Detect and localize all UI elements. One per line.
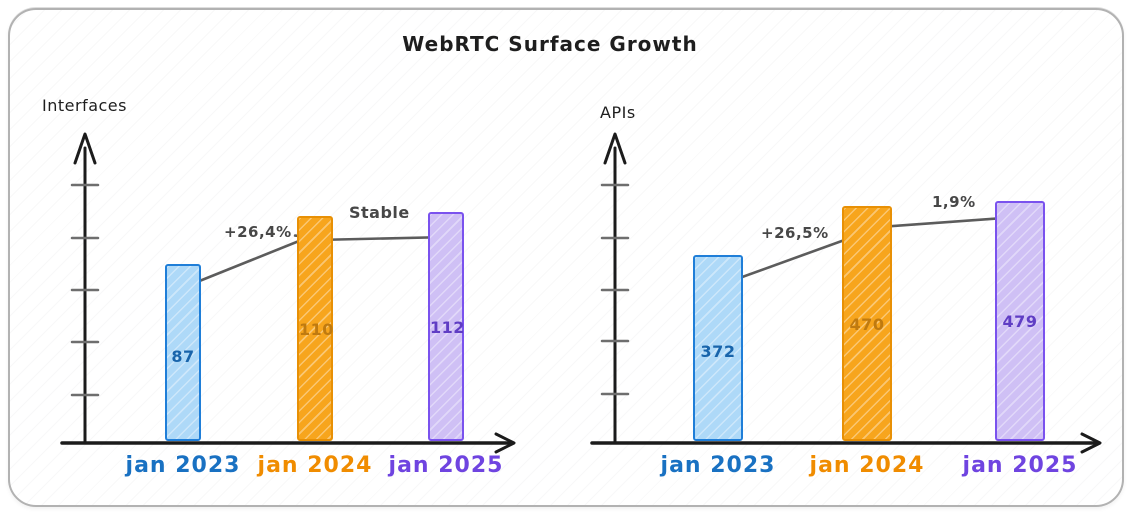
bar-value-label: 87: [171, 347, 195, 366]
x-axis-label-jan-2023: jan 2023: [125, 453, 241, 478]
bar-jan-2024: 470: [842, 206, 892, 441]
annotation-growth-left: +26,4%: [224, 223, 292, 241]
bar-value-label: 470: [849, 315, 885, 334]
x-axis-label-jan-2025: jan 2025: [388, 453, 504, 478]
bar-jan-2025: 479: [995, 201, 1045, 441]
x-axis-label-jan-2023: jan 2023: [660, 453, 776, 478]
annotation-growth-right: +26,5%: [761, 224, 829, 242]
bar-jan-2023: 372: [693, 255, 743, 441]
bar-jan-2023: 87: [165, 264, 201, 441]
bar-value-label: 479: [1002, 312, 1038, 331]
x-axis-label-jan-2024: jan 2024: [809, 453, 925, 478]
y-axis-label-interfaces: Interfaces: [42, 96, 127, 115]
y-axis-arrowhead-icon: [73, 132, 97, 165]
x-axis-label-jan-2024: jan 2024: [257, 453, 373, 478]
y-axis-arrowhead-icon: [603, 132, 627, 165]
annotation-arrow: [314, 235, 451, 242]
bar-value-label: 372: [700, 342, 736, 361]
bar-jan-2024: 110: [297, 216, 333, 441]
annotation-growth-small-right: 1,9%: [932, 193, 976, 211]
y-axis-label-apis: APIs: [600, 103, 636, 122]
x-axis-label-jan-2025: jan 2025: [962, 453, 1078, 478]
annotation-stable-left: Stable: [349, 203, 410, 222]
x-axis-arrowhead-icon: [1080, 432, 1102, 454]
annotation-arrow: [185, 235, 311, 288]
bar-value-label: 112: [430, 318, 465, 337]
page-title: WebRTC Surface Growth: [402, 32, 698, 56]
x-axis-arrowhead-icon: [494, 432, 516, 454]
bar-jan-2025: 112: [428, 212, 464, 441]
bar-value-label: 110: [299, 320, 334, 339]
